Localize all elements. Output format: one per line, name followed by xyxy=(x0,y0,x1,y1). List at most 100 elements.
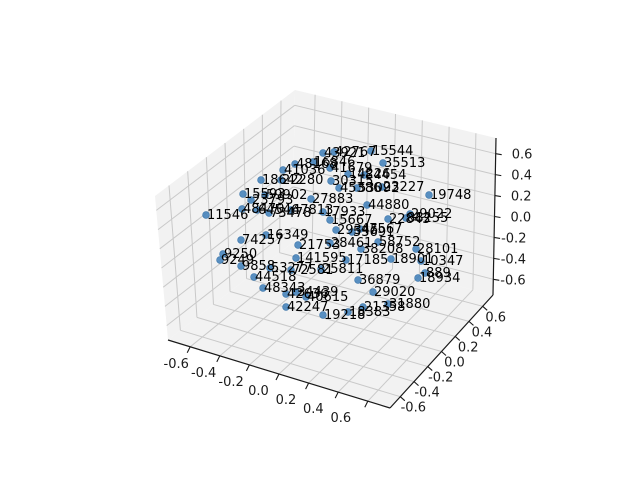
z-tick-label: -0.2 xyxy=(501,231,526,246)
point-label: 9250 xyxy=(224,247,257,262)
scatter-point xyxy=(202,211,210,219)
scatter-point xyxy=(277,176,285,184)
grid-line xyxy=(292,206,494,259)
point-label: 36879 xyxy=(359,273,400,288)
scatter-point xyxy=(287,266,295,274)
scatter-point xyxy=(402,214,410,222)
scatter-point xyxy=(219,250,227,258)
z-tick-label: 0.0 xyxy=(511,211,532,226)
y-tick-label: -0.4 xyxy=(414,386,439,401)
scatter-point xyxy=(354,276,362,284)
point-label: 9858 xyxy=(242,259,275,274)
point-label: 38208 xyxy=(362,242,403,257)
tick-mark xyxy=(216,355,221,363)
scatter-point xyxy=(309,158,317,166)
scatter-point xyxy=(266,264,274,272)
point-label: 47813 xyxy=(292,203,333,218)
tick-mark xyxy=(494,236,501,239)
floor-pane xyxy=(168,243,493,408)
point-label: 14226 xyxy=(349,167,390,182)
tick-mark xyxy=(305,382,310,390)
point-label: 35513 xyxy=(384,156,425,171)
tick-mark xyxy=(495,174,502,177)
point-label: 48470 xyxy=(243,202,284,217)
point-label: 9249 xyxy=(221,253,254,268)
point-label: 19218 xyxy=(324,308,365,323)
point-label: 15544 xyxy=(372,144,413,159)
point-label: 53277 xyxy=(271,261,312,276)
point-label: 43921 xyxy=(324,146,365,161)
grid-line xyxy=(180,329,401,398)
point-label: 23227 xyxy=(383,180,424,195)
axis-tick-marks xyxy=(186,153,502,408)
scatter-point xyxy=(257,176,265,184)
point-label: 11546 xyxy=(207,208,248,223)
grid-line xyxy=(213,303,428,368)
scatter-point xyxy=(330,148,338,156)
scatter-point xyxy=(344,170,352,178)
x-tick-label: 0.6 xyxy=(330,411,351,426)
point-label: 44880 xyxy=(368,198,409,213)
point-label: 28461 xyxy=(331,236,372,251)
point-label: 27883 xyxy=(312,192,353,207)
point-label: 31880 xyxy=(389,297,430,312)
tick-mark xyxy=(441,351,447,356)
scatter-point xyxy=(326,216,334,224)
point-label: 29345 xyxy=(337,223,378,238)
point-label: 15593 xyxy=(244,187,285,202)
point-label: 45386 xyxy=(340,181,381,196)
scatter-point xyxy=(319,149,327,157)
scatter-point xyxy=(319,311,327,319)
point-label: 47567 xyxy=(361,222,402,237)
point-label: 73478 xyxy=(270,206,311,221)
scatter-point xyxy=(279,166,287,174)
z-tick-label: 0.2 xyxy=(511,190,532,205)
x-tick-label: 0.4 xyxy=(303,402,324,417)
tick-mark xyxy=(413,381,419,387)
scatter-point xyxy=(360,171,368,179)
tick-mark xyxy=(245,364,250,372)
tick-mark xyxy=(468,320,474,326)
point-label: 42636 xyxy=(287,287,328,302)
tick-mark xyxy=(334,391,339,399)
grid-line xyxy=(161,166,294,269)
scatter-point xyxy=(378,183,386,191)
scatter-point xyxy=(238,205,246,213)
scatter-point xyxy=(425,191,433,199)
y-tick-label: 0.6 xyxy=(485,310,506,325)
scatter-point xyxy=(287,206,295,214)
y-tick-label: 0.0 xyxy=(444,356,465,371)
scatter-point xyxy=(265,209,273,217)
scatter-point xyxy=(282,290,290,298)
grid-line xyxy=(164,206,294,307)
grid-line xyxy=(418,120,423,276)
scatter-point xyxy=(250,273,258,281)
point-label: 17185 xyxy=(347,253,388,268)
axis-tick-labels: -0.6-0.4-0.20.00.20.40.6-0.6-0.4-0.20.00… xyxy=(164,148,533,427)
point-label: 41679 xyxy=(331,161,372,176)
scatter-point xyxy=(327,177,335,185)
point-label: 30315 xyxy=(332,174,373,189)
point-label: 88255 xyxy=(407,211,448,226)
x-tick-label: 0.0 xyxy=(248,384,269,399)
scatter-point xyxy=(367,147,375,155)
grid-line xyxy=(308,275,420,384)
grid-line xyxy=(243,128,248,279)
left-pane xyxy=(155,90,295,340)
point-label: 34439 xyxy=(297,285,338,300)
tick-mark xyxy=(493,278,500,281)
point-label: 15667 xyxy=(331,213,372,228)
data-points xyxy=(202,147,433,319)
scatter-point xyxy=(247,196,255,204)
point-label: 42247 xyxy=(287,300,328,315)
y-tick-label: -0.2 xyxy=(428,371,453,386)
point-label: 40615 xyxy=(307,290,348,305)
grid-line xyxy=(293,166,495,217)
point-label: 44518 xyxy=(255,270,296,285)
tick-mark xyxy=(275,373,280,381)
point-label: 18934 xyxy=(419,271,460,286)
scatter-point xyxy=(291,160,299,168)
scatter-point xyxy=(348,228,356,236)
scatter-point xyxy=(326,239,334,247)
tick-mark xyxy=(427,366,433,371)
